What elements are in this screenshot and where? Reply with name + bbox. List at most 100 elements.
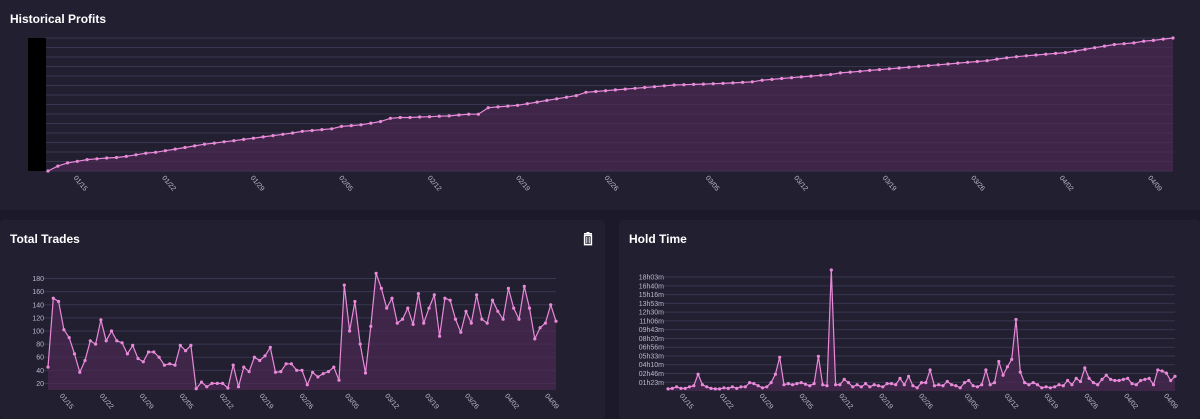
data-point[interactable] [236,385,241,389]
data-point[interactable] [496,309,500,313]
data-point[interactable] [1171,36,1175,40]
data-point[interactable] [51,296,55,300]
data-point[interactable] [780,76,784,81]
data-point[interactable] [894,383,898,387]
data-point[interactable] [263,354,267,358]
data-point[interactable] [141,360,145,364]
data-point[interactable] [1132,41,1136,45]
data-point[interactable] [295,368,299,372]
data-point[interactable] [937,383,941,387]
data-point[interactable] [1126,376,1130,380]
data-point[interactable] [778,355,782,359]
data-point[interactable] [848,70,852,74]
data-point[interactable] [769,381,773,385]
data-point[interactable] [411,322,415,326]
data-point[interactable] [851,385,855,389]
data-point[interactable] [1044,385,1048,389]
data-point[interactable] [78,370,82,374]
data-point[interactable] [332,365,336,369]
data-point[interactable] [506,104,510,108]
data-point[interactable] [438,334,442,338]
data-point[interactable] [945,379,949,384]
data-point[interactable] [1010,357,1014,361]
data-point[interactable] [1073,49,1077,53]
data-point[interactable] [554,319,558,323]
data-point[interactable] [709,386,713,390]
data-point[interactable] [512,306,516,310]
data-point[interactable] [490,298,495,302]
data-point[interactable] [194,387,198,391]
data-point[interactable] [348,329,352,333]
data-point[interactable] [163,149,167,153]
data-point[interactable] [834,383,838,387]
data-point[interactable] [722,386,726,390]
data-point[interactable] [105,156,109,160]
data-point[interactable] [584,90,588,94]
data-point[interactable] [538,326,542,330]
data-point[interactable] [594,89,598,94]
data-point[interactable] [1142,39,1146,43]
data-point[interactable] [99,318,103,322]
data-point[interactable] [980,383,984,387]
data-point[interactable] [919,381,924,385]
data-point[interactable] [459,330,463,334]
data-point[interactable] [131,343,135,347]
data-point[interactable] [432,293,436,297]
data-point[interactable] [339,124,344,128]
data-point[interactable] [711,82,715,86]
data-point[interactable] [1078,379,1083,384]
data-point[interactable] [713,387,717,391]
data-point[interactable] [1130,382,1134,386]
data-point[interactable] [885,382,889,386]
data-point[interactable] [279,370,283,374]
data-point[interactable] [812,382,816,386]
data-point[interactable] [917,64,921,68]
data-point[interactable] [1087,376,1091,380]
data-point[interactable] [258,358,262,363]
data-point[interactable] [232,139,236,143]
data-point[interactable] [735,386,739,390]
data-point[interactable] [88,339,92,343]
data-point[interactable] [1113,378,1117,383]
data-point[interactable] [374,271,378,275]
data-point[interactable] [1156,368,1160,372]
data-point[interactable] [268,345,272,349]
data-point[interactable] [770,77,774,81]
data-point[interactable] [1048,386,1052,390]
data-point[interactable] [803,382,808,386]
data-point[interactable] [453,317,458,321]
data-point[interactable] [95,157,99,161]
data-point[interactable] [57,299,61,304]
data-point[interactable] [535,100,539,104]
data-point[interactable] [1054,51,1058,56]
data-point[interactable] [62,328,66,332]
data-point[interactable] [898,376,902,380]
data-point[interactable] [1151,383,1156,387]
data-point[interactable] [756,384,760,388]
data-point[interactable] [83,358,87,363]
data-point[interactable] [251,136,255,140]
data-point[interactable] [252,355,256,359]
data-point[interactable] [975,385,979,389]
data-point[interactable] [56,164,60,168]
data-point[interactable] [1014,317,1018,322]
data-point[interactable] [543,321,548,325]
data-point[interactable] [564,95,569,99]
data-point[interactable] [696,372,700,376]
data-point[interactable] [739,385,743,389]
data-point[interactable] [162,363,166,367]
data-point[interactable] [522,284,526,288]
data-point[interactable] [760,78,764,82]
data-point[interactable] [692,384,696,388]
data-point[interactable] [846,381,851,385]
data-point[interactable] [1014,55,1019,59]
data-point[interactable] [623,87,627,91]
data-point[interactable] [1063,51,1067,55]
data-point[interactable] [212,141,216,145]
data-point[interactable] [475,293,479,297]
data-point[interactable] [527,306,532,310]
data-point[interactable] [864,382,868,386]
data-point[interactable] [215,381,219,385]
data-point[interactable] [743,385,747,389]
data-point[interactable] [1143,377,1147,381]
